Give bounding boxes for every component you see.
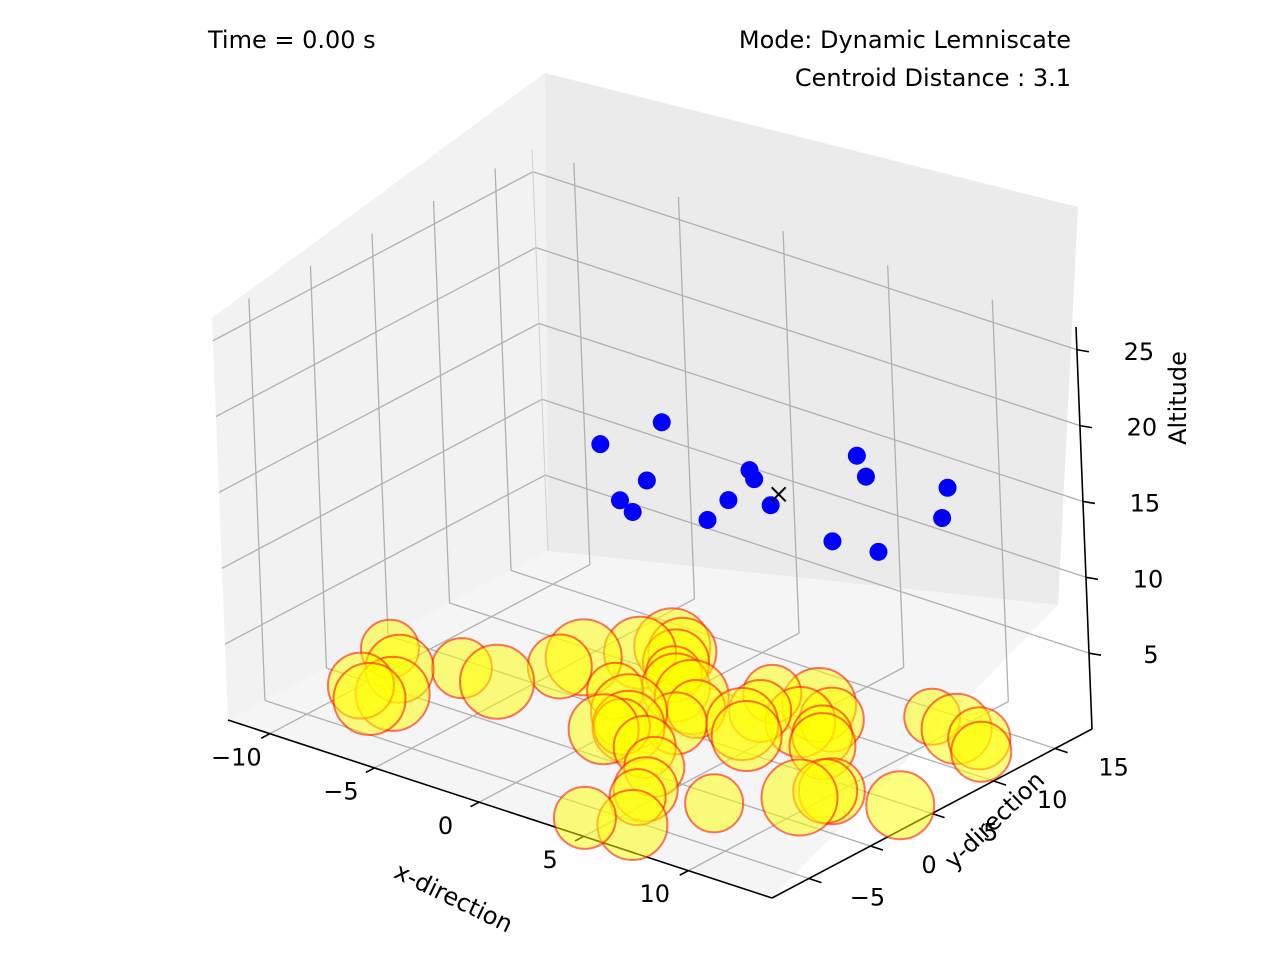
grid-line-x-back bbox=[782, 231, 800, 634]
agent-point bbox=[938, 478, 957, 497]
y-tick-label: 5 bbox=[983, 819, 998, 847]
grid-line-y-left bbox=[248, 298, 266, 701]
y-tick bbox=[993, 780, 1007, 786]
y-tick-label: 10 bbox=[1037, 786, 1068, 814]
z-axis-line bbox=[1075, 326, 1093, 730]
agent-point bbox=[637, 471, 656, 490]
agent-point bbox=[933, 509, 952, 528]
agent-point bbox=[745, 470, 764, 489]
obstacle-point bbox=[760, 758, 839, 837]
x-axis-label: x-direction bbox=[390, 857, 517, 938]
x-tick-label: −10 bbox=[211, 743, 262, 771]
grid-line-z-left bbox=[215, 247, 537, 418]
grid-line-x-back bbox=[887, 265, 905, 668]
agent-point bbox=[823, 532, 842, 551]
x-tick-label: −5 bbox=[323, 778, 358, 806]
z-tick bbox=[1082, 500, 1096, 505]
y-tick bbox=[931, 812, 945, 819]
z-axis-label: Altitude bbox=[1164, 351, 1192, 445]
target-x-marker bbox=[770, 486, 787, 503]
x-tick bbox=[470, 801, 480, 808]
agent-point bbox=[847, 446, 866, 465]
y-tick bbox=[870, 845, 884, 851]
y-axis-label: y-direction bbox=[939, 766, 1050, 875]
grid-line-x-back bbox=[677, 196, 696, 599]
agent-point bbox=[698, 510, 717, 529]
y-tick bbox=[808, 877, 822, 884]
grid-line-y-left bbox=[371, 233, 389, 636]
z-tick-label: 15 bbox=[1130, 489, 1161, 517]
agent-point bbox=[869, 542, 888, 561]
grid-line-x-back bbox=[991, 299, 1009, 702]
agent-point bbox=[719, 491, 738, 510]
obstacle-point bbox=[950, 720, 1013, 783]
agent-point bbox=[623, 502, 642, 521]
x-tick bbox=[365, 767, 375, 774]
pane-edge bbox=[531, 148, 549, 552]
y-tick-label: −5 bbox=[850, 884, 885, 912]
grid-line-z-back bbox=[535, 246, 1081, 427]
x-tick-label: 10 bbox=[639, 880, 670, 908]
y-tick-label: 15 bbox=[1098, 754, 1129, 782]
z-tick-label: 10 bbox=[1133, 565, 1164, 593]
x-tick-label: 0 bbox=[438, 812, 453, 840]
z-tick bbox=[1088, 652, 1102, 656]
z-tick bbox=[1085, 576, 1099, 581]
obstacle-point bbox=[526, 633, 593, 700]
grid-line-z-back bbox=[538, 322, 1084, 503]
grid-line-y-left bbox=[494, 168, 512, 571]
data-marks bbox=[326, 413, 1013, 861]
mode-label: Mode: Dynamic Lemniscate bbox=[739, 26, 1071, 54]
x-marker-stroke bbox=[770, 486, 787, 503]
x-tick bbox=[679, 869, 689, 876]
time-label: Time = 0.00 s bbox=[207, 26, 376, 54]
agent-point bbox=[610, 491, 629, 510]
agent-point bbox=[591, 435, 610, 454]
x-axis-line bbox=[227, 719, 773, 899]
tick-labels: −10 −5 0 5 10 −5 0 5 10 15 5 10 15 20 25 bbox=[211, 338, 1163, 912]
z-tick bbox=[1079, 424, 1093, 429]
obstacle-point bbox=[865, 770, 936, 841]
grid-line-y-left bbox=[432, 200, 451, 604]
x-tick-label: 5 bbox=[543, 846, 558, 874]
y-tick bbox=[1054, 747, 1068, 754]
obstacle-point bbox=[710, 700, 783, 773]
grid-line-z-back bbox=[541, 398, 1087, 578]
grid-line-x-back bbox=[573, 162, 591, 565]
obstacle-point bbox=[459, 643, 536, 720]
centroid-distance-label: Centroid Distance : 3.1 bbox=[795, 64, 1071, 92]
z-tick-label: 25 bbox=[1124, 338, 1155, 366]
z-tick-label: 5 bbox=[1143, 641, 1158, 669]
agent-point bbox=[761, 496, 780, 515]
left-pane bbox=[212, 73, 548, 720]
agent-point bbox=[856, 467, 875, 486]
obstacle-point bbox=[552, 785, 617, 850]
z-tick-label: 20 bbox=[1127, 414, 1158, 442]
z-tick bbox=[1076, 348, 1090, 353]
agent-point bbox=[652, 413, 671, 432]
back-pane bbox=[545, 73, 1078, 605]
obstacle-point bbox=[684, 773, 745, 834]
grid-line-z-left bbox=[212, 171, 534, 342]
y-tick-label: 0 bbox=[921, 851, 936, 879]
grid-line-y-left bbox=[309, 265, 328, 669]
grid-line-z-back bbox=[532, 171, 1078, 351]
x-tick bbox=[260, 732, 271, 739]
grid-line-z-left bbox=[221, 398, 543, 569]
grid-line-z-left bbox=[224, 474, 546, 645]
obstacle-point bbox=[332, 661, 407, 736]
grid-line-z-left bbox=[218, 322, 540, 494]
